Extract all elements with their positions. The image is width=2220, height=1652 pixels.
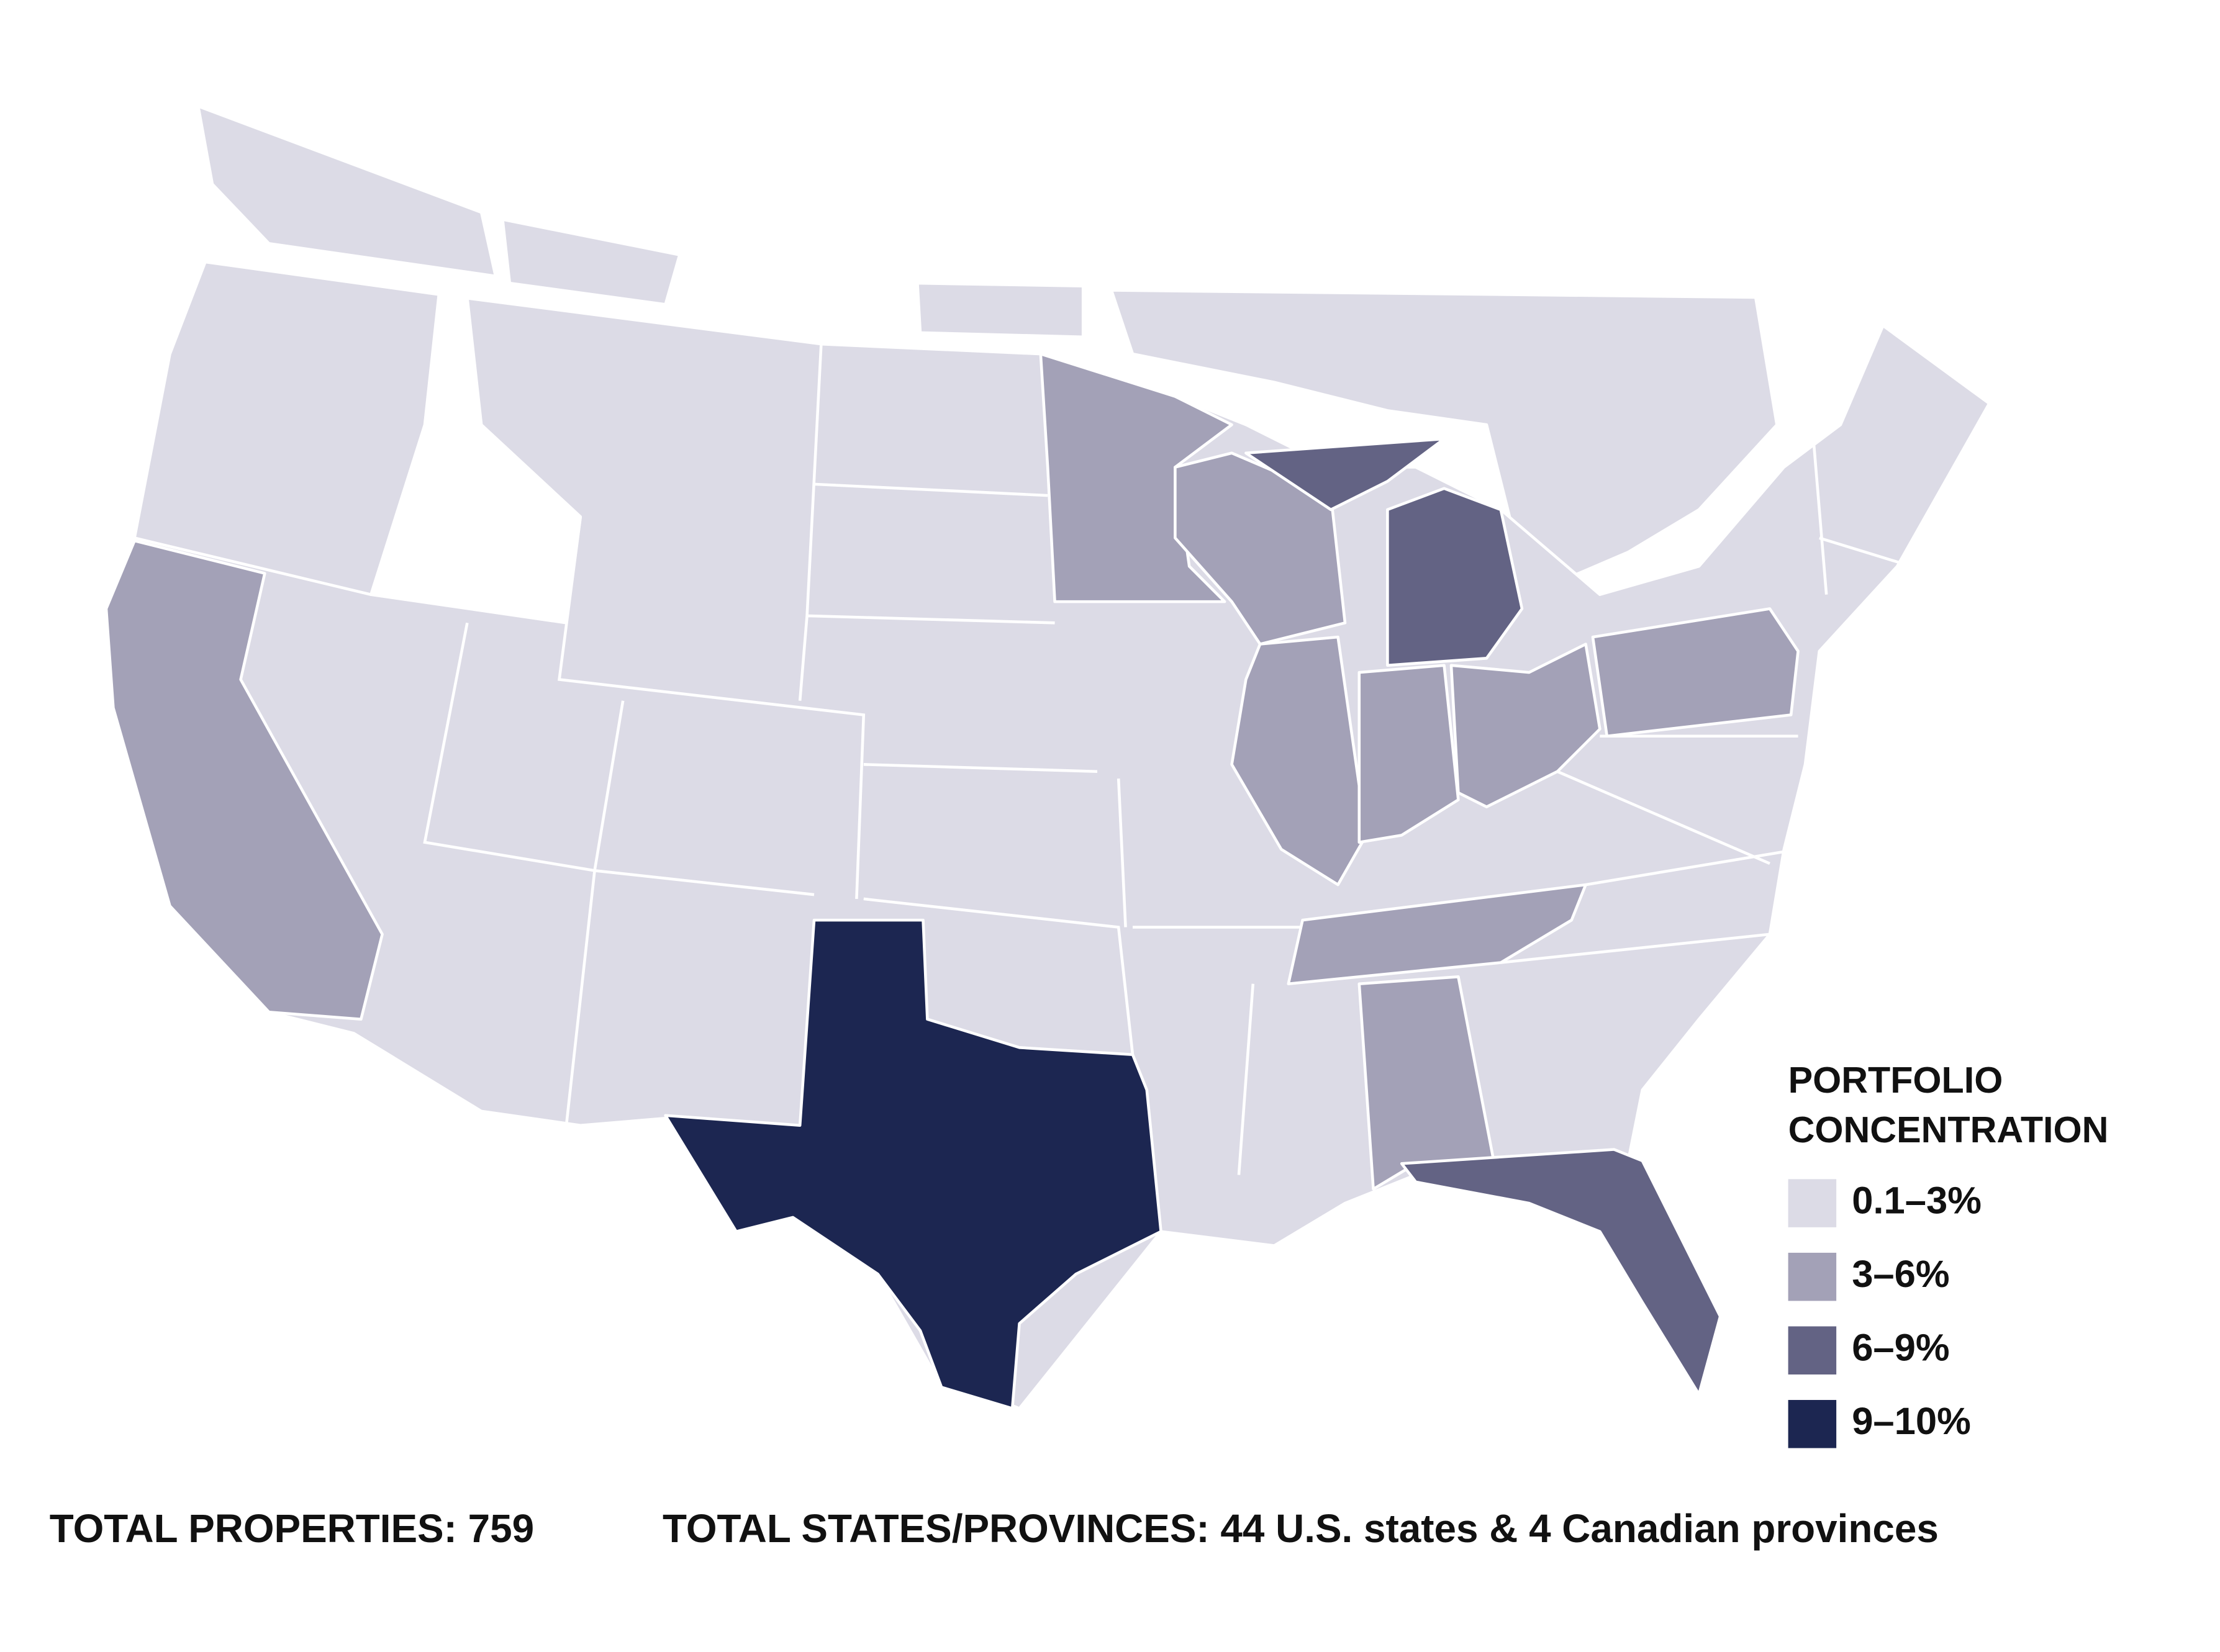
legend-swatch <box>1788 1252 1837 1301</box>
canada-west <box>196 104 497 278</box>
idaho <box>369 293 582 625</box>
legend-label: 0.1–3% <box>1852 1179 1982 1222</box>
legend-label: 6–9% <box>1852 1326 1949 1369</box>
legend-title: CONCENTRATION <box>1788 1109 2109 1150</box>
canada-prairie <box>501 218 681 306</box>
legend-swatch <box>1788 1326 1837 1374</box>
legend-swatch <box>1788 1400 1837 1448</box>
pennsylvania <box>1591 607 1800 738</box>
total-properties: TOTAL PROPERTIES: 759 <box>50 1506 534 1551</box>
legend-title: PORTFOLIO <box>1788 1059 2003 1101</box>
canada-central <box>916 281 1085 339</box>
legend: PORTFOLIO CONCENTRATION 0.1–3% 3–6% 6–9% 9–… <box>1788 1059 2109 1448</box>
illinois <box>1230 635 1368 887</box>
ohio <box>1449 643 1602 809</box>
florida <box>1400 1148 1722 1396</box>
legend-swatch <box>1788 1179 1837 1227</box>
indiana <box>1357 664 1460 844</box>
california <box>104 539 384 1021</box>
michigan <box>1244 437 1524 667</box>
texas <box>664 918 1162 1410</box>
tennessee <box>1287 883 1587 985</box>
legend-label: 9–10% <box>1852 1400 1971 1443</box>
total-states: TOTAL STATES/PROVINCES: 44 U.S. states &… <box>663 1506 1939 1551</box>
map <box>104 104 1991 1410</box>
wisconsin <box>1174 451 1347 646</box>
legend-label: 3–6% <box>1852 1253 1949 1296</box>
